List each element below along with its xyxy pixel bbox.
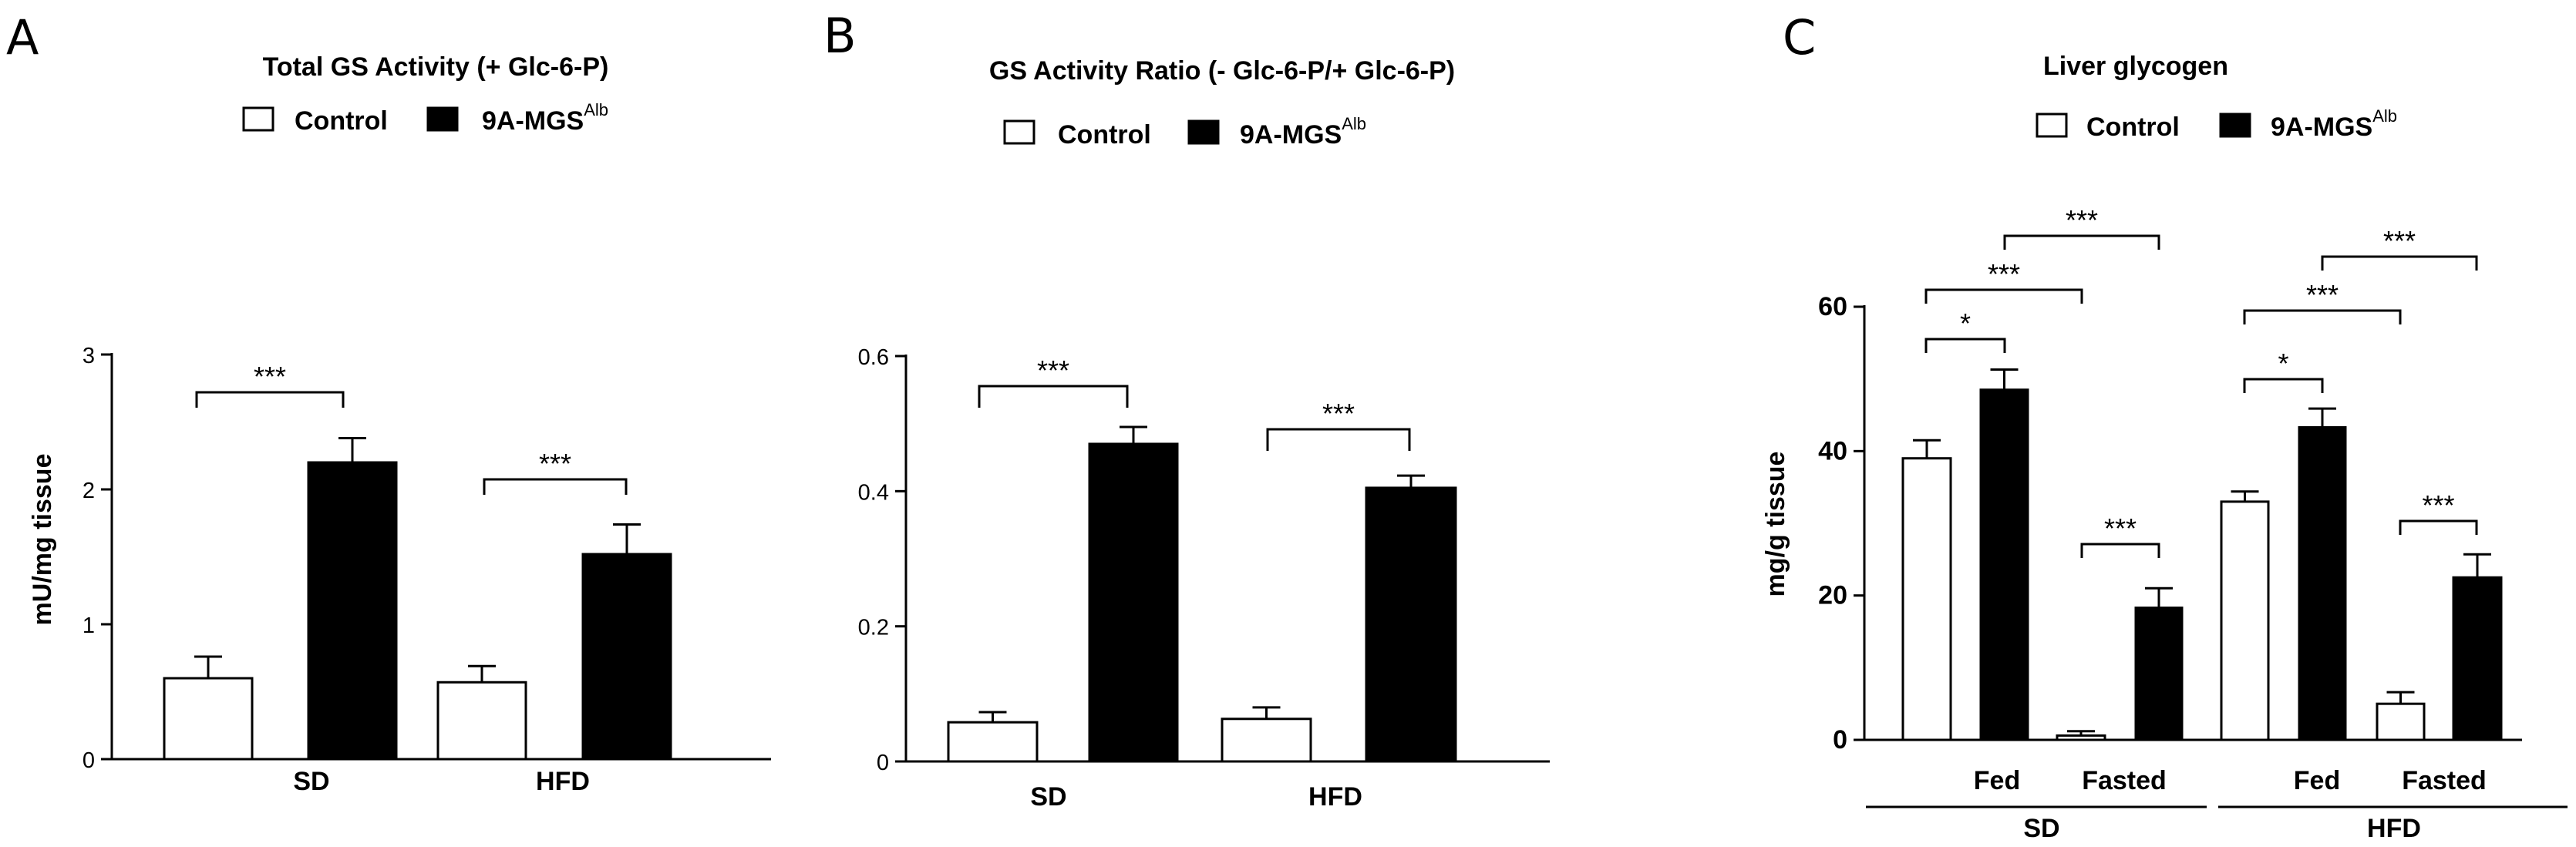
significance-1-bracket [1266, 428, 1411, 451]
bar-9a-mgs [1979, 388, 2029, 741]
y-tick-label: 0 [1833, 725, 1847, 755]
x-category-label: HFD [1308, 782, 1362, 812]
significance-0-bracket [195, 391, 345, 408]
significance-0-label: * [1960, 308, 1971, 339]
legend-sup: Alb [584, 100, 608, 119]
bar-9a-mgs [1088, 442, 1179, 763]
significance-1-label: *** [539, 448, 571, 479]
legend-label-9a-mgs: 9A-MGSAlb [1240, 114, 1366, 150]
legend-swatch-control [1003, 119, 1035, 145]
legend-swatch-9a-mgs [426, 106, 459, 132]
panel-a-y-axis-title: mU/mg tissue [28, 454, 57, 626]
panel-a-title: Total GS Activity (+ Glc-6-P) [263, 52, 609, 82]
legend-name: 9A-MGS [1240, 120, 1342, 150]
bar-control [1221, 718, 1312, 763]
significance-1-label: *** [1322, 398, 1355, 429]
bar-9a-mgs [2298, 425, 2347, 741]
legend-label-control: Control [1058, 120, 1151, 150]
y-tick-label: 60 [1818, 292, 1847, 321]
significance-1-label: *** [2104, 513, 2137, 544]
bar-9a-mgs [2134, 607, 2184, 741]
bar-control [2220, 500, 2270, 741]
x-category-label: Fasted [2082, 766, 2167, 795]
y-tick-label: 0.2 [858, 616, 889, 640]
significance-3-label: *** [2066, 204, 2098, 236]
x-category-label: Fasted [2402, 766, 2487, 795]
bar-control [436, 681, 527, 761]
significance-7-bracket [2321, 255, 2478, 271]
significance-7-label: *** [2383, 225, 2416, 257]
significance-0-label: *** [254, 361, 286, 392]
y-tick-label: 20 [1818, 581, 1847, 610]
bar-control [947, 721, 1039, 763]
significance-2-bracket [1924, 288, 2083, 304]
bar-control [163, 677, 254, 761]
panel-label-b: B [823, 8, 857, 64]
x-category-label: SD [293, 767, 329, 796]
significance-0-label: *** [1037, 355, 1069, 386]
bar-control [2376, 702, 2426, 741]
legend-label-control: Control [295, 106, 388, 136]
x-category-label: Fed [2294, 766, 2340, 795]
legend-swatch-control [2036, 113, 2068, 138]
panel-c-y-axis-title: mg/g tissue [1761, 452, 1790, 597]
legend-swatch-9a-mgs [1187, 119, 1220, 145]
panel-a-plot: 0 1 2 3 SD HFD *** *** [82, 344, 771, 796]
legend-label-9a-mgs: 9A-MGSAlb [2271, 106, 2397, 142]
legend-swatch-9a-mgs [2219, 113, 2251, 138]
y-tick-label: 0 [82, 748, 95, 773]
significance-5-bracket [2399, 519, 2478, 535]
group-label: HFD [2367, 814, 2421, 843]
significance-4-label: * [2278, 348, 2288, 379]
legend-swatch-control [242, 106, 274, 132]
significance-1-bracket [483, 478, 628, 495]
x-category-label: HFD [536, 767, 590, 796]
panel-b-plot: 0 0.2 0.4 0.6 SD HFD *** *** [858, 345, 1550, 812]
bar-9a-mgs [2452, 576, 2503, 741]
group-label: SD [2023, 814, 2059, 843]
legend-label-control: Control [2086, 113, 2180, 142]
significance-4-bracket [2243, 378, 2324, 393]
legend-sup: Alb [2372, 106, 2397, 126]
significance-5-label: *** [2422, 489, 2454, 521]
panel-a-legend: Control 9A-MGSAlb [242, 100, 608, 136]
y-tick-label: 3 [82, 344, 95, 368]
significance-0-bracket [978, 385, 1129, 408]
significance-6-bracket [2243, 309, 2402, 324]
significance-1-bracket [2080, 543, 2160, 558]
bar-9a-mgs [581, 553, 672, 761]
legend-name: 9A-MGS [2271, 113, 2372, 142]
panel-c-legend: Control 9A-MGSAlb [2036, 106, 2397, 142]
y-tick-label: 1 [82, 613, 95, 638]
panel-label-c: C [1783, 9, 1816, 66]
x-category-label: SD [1030, 782, 1066, 812]
significance-2-label: *** [1988, 258, 2020, 290]
bar-control [2056, 734, 2106, 741]
panel-b-legend: Control 9A-MGSAlb [1003, 114, 1366, 150]
legend-label-9a-mgs: 9A-MGSAlb [482, 100, 608, 136]
panel-label-a: A [6, 9, 39, 66]
bar-9a-mgs [1365, 486, 1457, 763]
significance-6-label: *** [2306, 279, 2339, 311]
y-tick-label: 0.4 [858, 480, 889, 505]
y-tick-label: 0 [877, 751, 889, 775]
legend-name: 9A-MGS [482, 106, 584, 136]
panel-b-title: GS Activity Ratio (- Glc-6-P/+ Glc-6-P) [989, 56, 1455, 86]
bar-9a-mgs [307, 461, 398, 761]
y-tick-label: 2 [82, 479, 95, 503]
y-tick-label: 40 [1818, 436, 1847, 466]
y-tick-label: 0.6 [858, 345, 889, 370]
legend-sup: Alb [1342, 114, 1366, 133]
panel-c-title: Liver glycogen [2043, 52, 2228, 81]
x-category-label: Fed [1974, 766, 2020, 795]
bar-control [1901, 457, 1952, 741]
significance-0-bracket [1924, 338, 2006, 353]
significance-3-bracket [2003, 234, 2160, 250]
